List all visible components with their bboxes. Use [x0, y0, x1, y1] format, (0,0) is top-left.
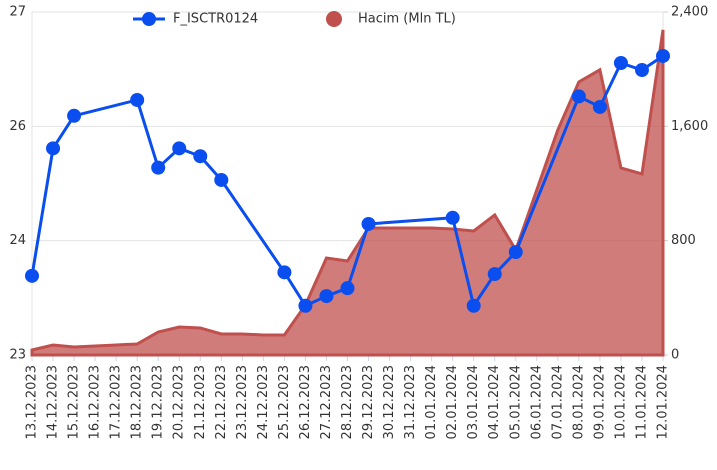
price-point: [130, 92, 145, 107]
x-tick-label: 26.12.2023: [298, 365, 313, 439]
y-tick-label: 24: [9, 233, 26, 248]
y2-tick-label: 2,400: [671, 5, 708, 20]
x-tick-label: 13.12.2023: [25, 365, 40, 439]
price-point: [361, 216, 376, 231]
price-point: [571, 89, 586, 104]
x-tick-label: 07.01.2024: [550, 365, 565, 439]
x-tick-label: 31.12.2023: [403, 365, 418, 439]
legend-symbol: [142, 12, 156, 26]
y-tick-label: 27: [9, 5, 26, 20]
x-tick-label: 28.12.2023: [340, 365, 355, 439]
x-tick-label: 27.12.2023: [319, 365, 334, 439]
x-tick-label: 03.01.2024: [466, 365, 481, 439]
legend-item: F_ISCTR0124: [133, 12, 258, 27]
price-point: [508, 245, 523, 260]
x-tick-label: 12.01.2024: [656, 365, 671, 439]
price-point: [613, 56, 628, 71]
y2-tick-label: 1,600: [671, 119, 708, 134]
price-point: [172, 141, 187, 156]
y2-tick-label: 800: [671, 233, 696, 248]
x-tick-label: 19.12.2023: [151, 365, 166, 439]
x-tick-label: 15.12.2023: [67, 365, 82, 439]
x-tick-label: 20.12.2023: [172, 365, 187, 439]
x-tick-label: 16.12.2023: [88, 365, 103, 439]
price-point: [487, 267, 502, 282]
legend: F_ISCTR0124 Hacim (Mln TL): [133, 11, 456, 27]
x-tick-label: 09.01.2024: [592, 365, 607, 439]
x-tick-label: 08.01.2024: [571, 365, 586, 439]
x-tick-label: 30.12.2023: [382, 365, 397, 439]
x-tick-label: 04.01.2024: [487, 365, 502, 439]
legend-label: Hacim (Mln TL): [358, 12, 456, 27]
price-point: [340, 281, 355, 296]
x-tick-label: 18.12.2023: [130, 365, 145, 439]
x-tick-label: 17.12.2023: [109, 365, 124, 439]
price-point: [634, 63, 649, 78]
price-point: [151, 160, 166, 175]
y-tick-label: 23: [9, 348, 26, 363]
x-tick-label: 01.01.2024: [424, 365, 439, 439]
price-point: [592, 99, 607, 114]
legend-symbol: [326, 11, 342, 27]
x-tick-label: 05.01.2024: [508, 365, 523, 439]
price-point: [214, 172, 229, 187]
price-point: [298, 298, 313, 313]
x-tick-label: 25.12.2023: [277, 365, 292, 439]
y2-tick-label: 0: [671, 348, 679, 363]
price-point: [277, 265, 292, 280]
legend-item: Hacim (Mln TL): [326, 11, 456, 27]
price-point: [25, 268, 39, 283]
x-tick-label: 10.01.2024: [613, 365, 628, 439]
price-point: [319, 289, 334, 304]
x-tick-label: 29.12.2023: [361, 365, 376, 439]
x-tick-label: 02.01.2024: [445, 365, 460, 439]
x-tick-label: 14.12.2023: [46, 365, 61, 439]
x-tick-label: 23.12.2023: [235, 365, 250, 439]
x-tick-label: 06.01.2024: [529, 365, 544, 439]
y-tick-label: 26: [9, 119, 26, 134]
x-tick-label: 21.12.2023: [193, 365, 208, 439]
x-tick-label: 11.01.2024: [634, 365, 649, 439]
price-point: [46, 141, 61, 156]
price-point: [193, 149, 208, 164]
legend-label: F_ISCTR0124: [173, 12, 258, 27]
price-point: [656, 48, 670, 63]
price-line: [30, 54, 664, 308]
x-tick-label: 22.12.2023: [214, 365, 229, 439]
volume-area: [30, 29, 665, 357]
price-point: [445, 210, 460, 225]
price-point: [466, 298, 481, 313]
x-tick-label: 24.12.2023: [256, 365, 271, 439]
price-point: [67, 108, 82, 123]
